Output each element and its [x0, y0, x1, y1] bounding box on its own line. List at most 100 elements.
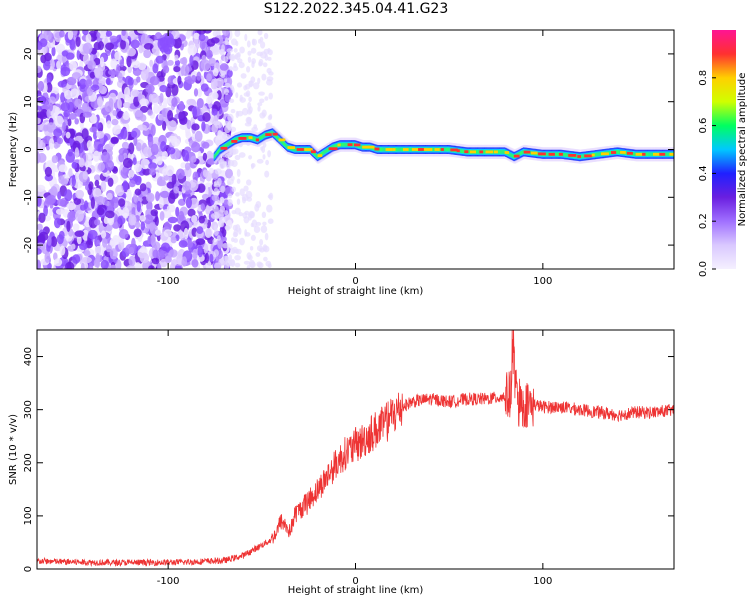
noise-cell	[71, 72, 81, 80]
noise-cell	[164, 255, 172, 263]
noise-cell	[147, 136, 154, 148]
noise-cell	[211, 195, 220, 202]
noise-cell	[185, 196, 192, 209]
noise-cell	[143, 49, 152, 59]
noise-cell	[191, 132, 197, 142]
ridge-peak	[265, 133, 272, 136]
noise-cell	[56, 137, 64, 145]
noise-cell	[187, 44, 198, 56]
noise-cell	[126, 47, 136, 57]
noise-cell	[263, 256, 268, 262]
noise-cell	[122, 157, 133, 169]
noise-cell	[188, 240, 193, 248]
noise-cell	[115, 184, 125, 197]
noise-cell	[218, 219, 223, 228]
noise-cell	[116, 259, 122, 269]
ridge-peak	[248, 136, 253, 139]
noise-cell	[203, 243, 209, 254]
noise-cell	[113, 196, 119, 204]
noise-cell	[65, 151, 76, 163]
noise-cell	[51, 155, 59, 164]
noise-cell	[227, 159, 235, 167]
noise-cell	[155, 191, 160, 202]
ridge-peak	[328, 147, 338, 151]
noise-cell	[171, 173, 177, 185]
noise-cell	[128, 180, 136, 188]
noise-cell	[267, 115, 273, 121]
noise-cell	[88, 262, 94, 269]
noise-cell	[169, 262, 176, 269]
noise-cell	[60, 102, 71, 112]
noise-cell	[109, 238, 120, 246]
noise-cell	[163, 44, 173, 55]
noise-cell	[80, 204, 87, 211]
noise-cell	[191, 215, 198, 223]
noise-cell	[132, 157, 137, 166]
noise-cell	[149, 167, 156, 176]
noise-cell	[186, 98, 196, 106]
noise-cell	[230, 175, 235, 181]
noise-cell	[174, 54, 179, 61]
noise-cell	[173, 224, 182, 232]
noise-cell	[147, 109, 154, 116]
noise-cell	[43, 205, 48, 217]
noise-cell	[68, 168, 73, 178]
noise-cell	[155, 55, 164, 64]
noise-cell	[195, 238, 206, 246]
ridge-peak	[296, 148, 304, 151]
noise-cell	[150, 124, 156, 136]
noise-cell	[162, 120, 167, 131]
ridge-peak	[531, 151, 538, 155]
noise-cell	[264, 232, 269, 241]
noise-cell	[163, 229, 172, 238]
noise-cell	[231, 246, 238, 254]
noise-cell	[220, 185, 226, 193]
noise-cell	[111, 118, 119, 126]
noise-cell	[266, 67, 272, 74]
noise-cell	[234, 154, 241, 161]
noise-cell	[110, 58, 118, 69]
noise-cell	[70, 243, 76, 250]
noise-cell	[121, 207, 130, 219]
noise-cell	[225, 122, 231, 129]
noise-cell	[126, 188, 132, 201]
noise-cell	[261, 109, 267, 117]
noise-cell	[212, 120, 220, 126]
noise-cell	[53, 258, 63, 267]
noise-cell	[235, 192, 240, 197]
noise-cell	[46, 122, 56, 133]
noise-cell	[37, 184, 46, 192]
ridge-peak	[493, 150, 498, 154]
noise-cell	[105, 210, 115, 219]
noise-cell	[170, 236, 177, 244]
noise-cell	[225, 225, 231, 231]
noise-cell	[81, 128, 89, 140]
noise-cell	[120, 127, 128, 140]
noise-cell	[37, 117, 41, 125]
noise-cell	[205, 228, 212, 239]
noise-cell	[104, 101, 114, 113]
noise-cell	[158, 114, 164, 121]
ridge-peak	[310, 150, 316, 154]
noise-cell	[191, 141, 201, 153]
noise-cell	[122, 111, 130, 121]
noise-cell	[226, 164, 231, 170]
noise-cell	[37, 80, 45, 92]
ridge-peak	[434, 148, 440, 151]
noise-cell	[257, 105, 261, 112]
noise-cell	[206, 73, 213, 82]
noise-cell	[45, 82, 53, 93]
noise-cell	[259, 239, 264, 246]
noise-cell	[122, 180, 129, 192]
noise-cell	[51, 46, 56, 57]
ridge-peak	[278, 138, 286, 142]
noise-cell	[63, 110, 70, 118]
spectrogram-xtick-label: -100	[157, 276, 180, 287]
colorbar-label: Normalized spectral amplitude	[737, 73, 748, 227]
noise-cell	[202, 152, 208, 161]
ridge-peak	[620, 151, 626, 154]
noise-cell	[213, 49, 221, 55]
noise-cell	[219, 197, 225, 204]
noise-cell	[96, 130, 105, 139]
noise-cell	[86, 87, 94, 96]
